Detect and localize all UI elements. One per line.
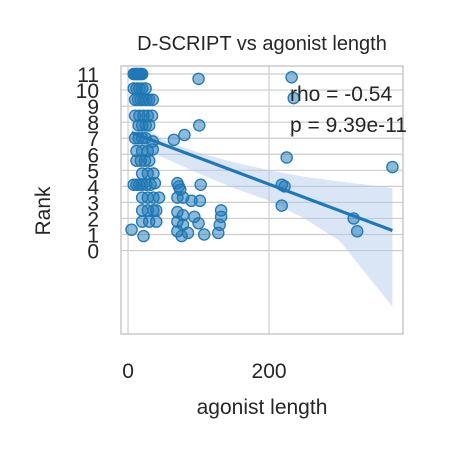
data-point [275, 199, 288, 212]
data-point [386, 160, 399, 174]
chart-title: D-SCRIPT vs agonist length [137, 33, 387, 55]
data-point [167, 133, 181, 147]
y-tick-label: 8 [87, 112, 99, 135]
data-point [146, 143, 159, 156]
data-point [142, 119, 156, 132]
x-axis-label: agonist length [197, 396, 328, 419]
y-tick-label: 7 [87, 128, 99, 151]
y-tick-label: 3 [87, 192, 99, 215]
y-tick-label: 2 [87, 208, 99, 231]
y-tick-label: 10 [76, 80, 99, 103]
data-point [178, 128, 191, 142]
confidence-band [131, 117, 393, 307]
grid-lines [121, 66, 403, 334]
data-point [125, 223, 138, 236]
data-point [280, 151, 293, 164]
data-point [146, 93, 159, 106]
data-point [350, 225, 364, 238]
data-point [193, 194, 207, 208]
y-tick-label: 6 [87, 144, 99, 167]
x-tick-label: 0 [122, 360, 134, 383]
data-point [287, 91, 300, 105]
data-point [148, 176, 162, 190]
x-tick-label: 200 [252, 360, 287, 383]
x-tick-labels: 0 200 [122, 360, 286, 383]
data-point [149, 204, 163, 217]
regression-line [131, 131, 393, 232]
data-point [142, 154, 156, 167]
y-tick-label: 0 [87, 241, 99, 264]
data-point [285, 70, 298, 84]
data-point [193, 119, 206, 132]
data-point [192, 72, 205, 86]
regression-line-group [131, 131, 393, 232]
y-tick-label: 9 [87, 96, 99, 119]
data-point [135, 67, 149, 81]
annotation-p: p = 9.39e-11 [290, 114, 407, 137]
data-point [152, 191, 166, 204]
data-point [149, 215, 163, 228]
data-point [139, 82, 152, 95]
y-tick-label: 5 [87, 160, 99, 183]
data-point [197, 228, 211, 241]
y-axis-label: Rank [32, 186, 55, 236]
data-point [212, 226, 225, 240]
data-point [192, 217, 205, 230]
confidence-band-group [131, 117, 393, 307]
data-point [194, 178, 207, 192]
data-point [214, 204, 228, 217]
y-tick-label: 11 [77, 64, 99, 87]
y-tick-label: 1 [87, 225, 99, 248]
data-point [181, 226, 195, 240]
annotation-rho: rho = -0.54 [290, 83, 392, 106]
data-point [137, 229, 150, 243]
y-tick-label: 4 [87, 176, 99, 199]
plot-frame [120, 65, 404, 335]
